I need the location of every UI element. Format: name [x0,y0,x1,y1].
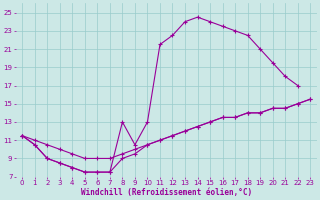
X-axis label: Windchill (Refroidissement éolien,°C): Windchill (Refroidissement éolien,°C) [81,188,252,197]
